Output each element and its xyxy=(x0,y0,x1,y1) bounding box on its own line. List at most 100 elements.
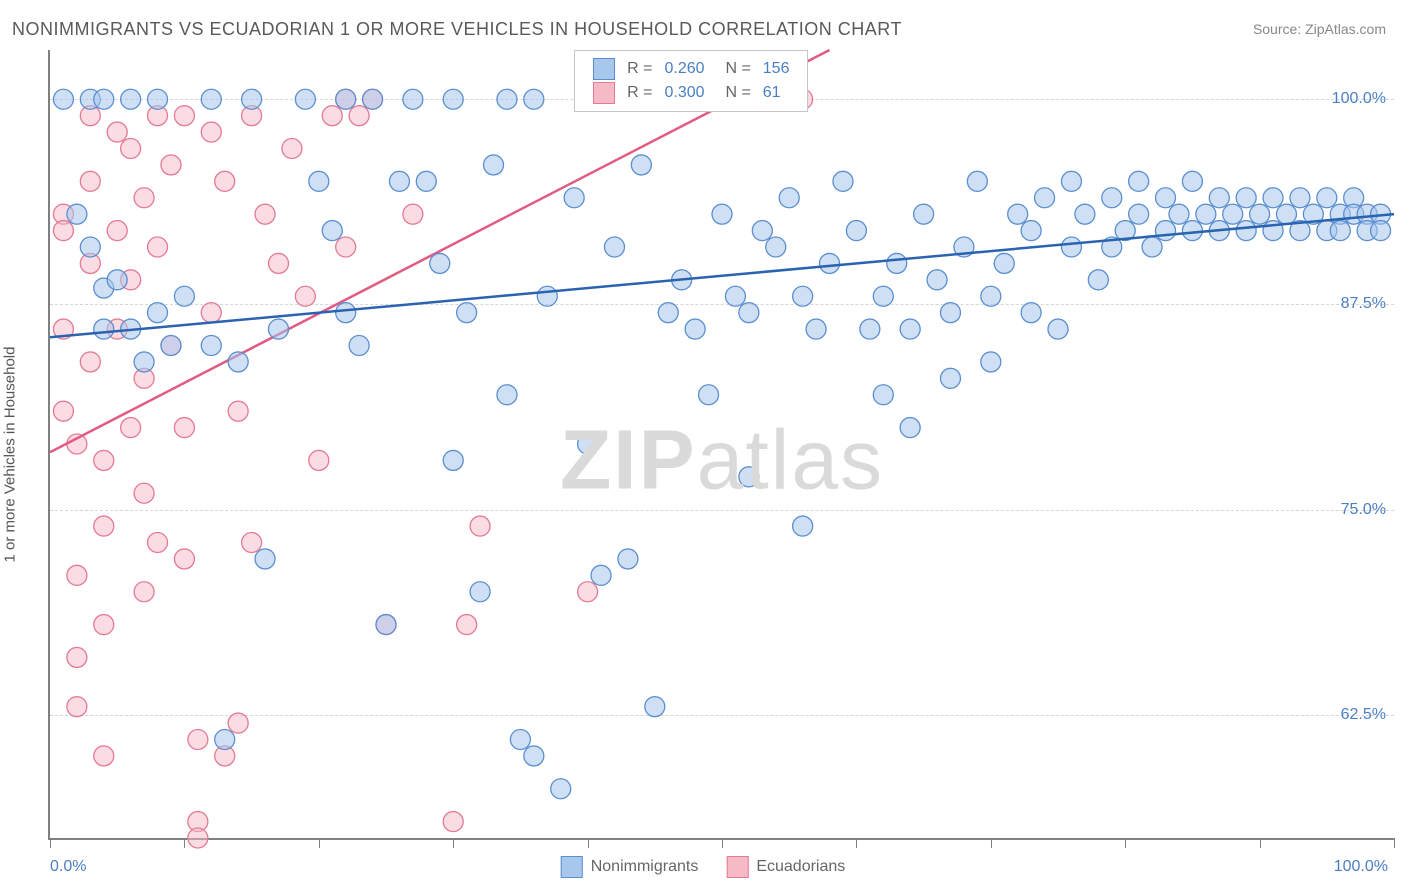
data-point xyxy=(363,89,383,109)
data-point xyxy=(134,188,154,208)
data-point xyxy=(1196,204,1216,224)
data-point xyxy=(900,319,920,339)
data-point xyxy=(121,418,141,438)
data-point xyxy=(631,155,651,175)
data-point xyxy=(376,615,396,635)
data-point xyxy=(67,647,87,667)
data-point xyxy=(604,237,624,257)
data-point xyxy=(1048,319,1068,339)
x-tick xyxy=(991,838,992,848)
data-point xyxy=(484,155,504,175)
x-tick xyxy=(856,838,857,848)
data-point xyxy=(309,450,329,470)
data-point xyxy=(927,270,947,290)
stats-row-blue: R = 0.260 N = 156 xyxy=(587,57,795,81)
data-point xyxy=(793,286,813,306)
source-label: Source: ZipAtlas.com xyxy=(1253,21,1386,37)
data-point xyxy=(497,89,517,109)
data-point xyxy=(457,615,477,635)
data-point xyxy=(820,253,840,273)
data-point xyxy=(148,237,168,257)
data-point xyxy=(873,385,893,405)
legend-label: Nonimmigrants xyxy=(591,858,699,876)
series-legend: Nonimmigrants Ecuadorians xyxy=(561,856,846,878)
data-point xyxy=(53,221,73,241)
data-point xyxy=(497,385,517,405)
data-point xyxy=(470,582,490,602)
data-point xyxy=(967,171,987,191)
data-point xyxy=(403,204,423,224)
data-point xyxy=(322,106,342,126)
data-point xyxy=(578,434,598,454)
data-point xyxy=(1263,188,1283,208)
data-point xyxy=(1236,188,1256,208)
data-point xyxy=(1371,221,1391,241)
data-point xyxy=(940,303,960,323)
data-point xyxy=(161,155,181,175)
data-point xyxy=(242,533,262,553)
data-point xyxy=(148,533,168,553)
r-value-pink: 0.300 xyxy=(659,81,711,105)
data-point xyxy=(779,188,799,208)
data-point xyxy=(940,368,960,388)
data-point xyxy=(1075,204,1095,224)
data-point xyxy=(578,582,598,602)
data-point xyxy=(443,812,463,832)
data-point xyxy=(268,253,288,273)
data-point xyxy=(121,139,141,159)
data-point xyxy=(457,303,477,323)
data-point xyxy=(336,89,356,109)
data-point xyxy=(981,286,1001,306)
data-point xyxy=(1035,188,1055,208)
x-axis-max-label: 100.0% xyxy=(1334,858,1388,876)
data-point xyxy=(443,450,463,470)
data-point xyxy=(148,303,168,323)
data-point xyxy=(201,122,221,142)
data-point xyxy=(524,89,544,109)
data-point xyxy=(766,237,786,257)
data-point xyxy=(1156,188,1176,208)
data-point xyxy=(134,582,154,602)
data-point xyxy=(591,565,611,585)
data-point xyxy=(67,565,87,585)
data-point xyxy=(295,89,315,109)
data-point xyxy=(67,697,87,717)
data-point xyxy=(510,730,530,750)
data-point xyxy=(1182,221,1202,241)
data-point xyxy=(215,171,235,191)
data-point xyxy=(322,221,342,241)
data-point xyxy=(295,286,315,306)
data-point xyxy=(1008,204,1028,224)
data-point xyxy=(107,122,127,142)
data-point xyxy=(228,401,248,421)
data-point xyxy=(1276,204,1296,224)
data-point xyxy=(430,253,450,273)
data-point xyxy=(860,319,880,339)
x-tick xyxy=(1394,838,1395,848)
data-point xyxy=(725,286,745,306)
data-point xyxy=(416,171,436,191)
data-point xyxy=(1209,188,1229,208)
data-point xyxy=(564,188,584,208)
data-point xyxy=(80,237,100,257)
header: NONIMMIGRANTS VS ECUADORIAN 1 OR MORE VE… xyxy=(0,0,1406,46)
data-point xyxy=(349,106,369,126)
data-point xyxy=(981,352,1001,372)
data-point xyxy=(94,746,114,766)
stats-legend: R = 0.260 N = 156 R = 0.300 N = 61 xyxy=(574,50,808,112)
data-point xyxy=(174,549,194,569)
data-point xyxy=(900,418,920,438)
x-tick xyxy=(184,838,185,848)
data-point xyxy=(148,89,168,109)
data-point xyxy=(188,730,208,750)
plot-area: 62.5%75.0%87.5%100.0% ZIPatlas R = 0.260… xyxy=(48,50,1394,840)
data-point xyxy=(1236,221,1256,241)
data-point xyxy=(1223,204,1243,224)
data-point xyxy=(739,467,759,487)
x-tick xyxy=(50,838,51,848)
data-point xyxy=(94,89,114,109)
data-point xyxy=(242,89,262,109)
x-tick xyxy=(1260,838,1261,848)
series-blue xyxy=(50,89,1394,799)
data-point xyxy=(255,549,275,569)
